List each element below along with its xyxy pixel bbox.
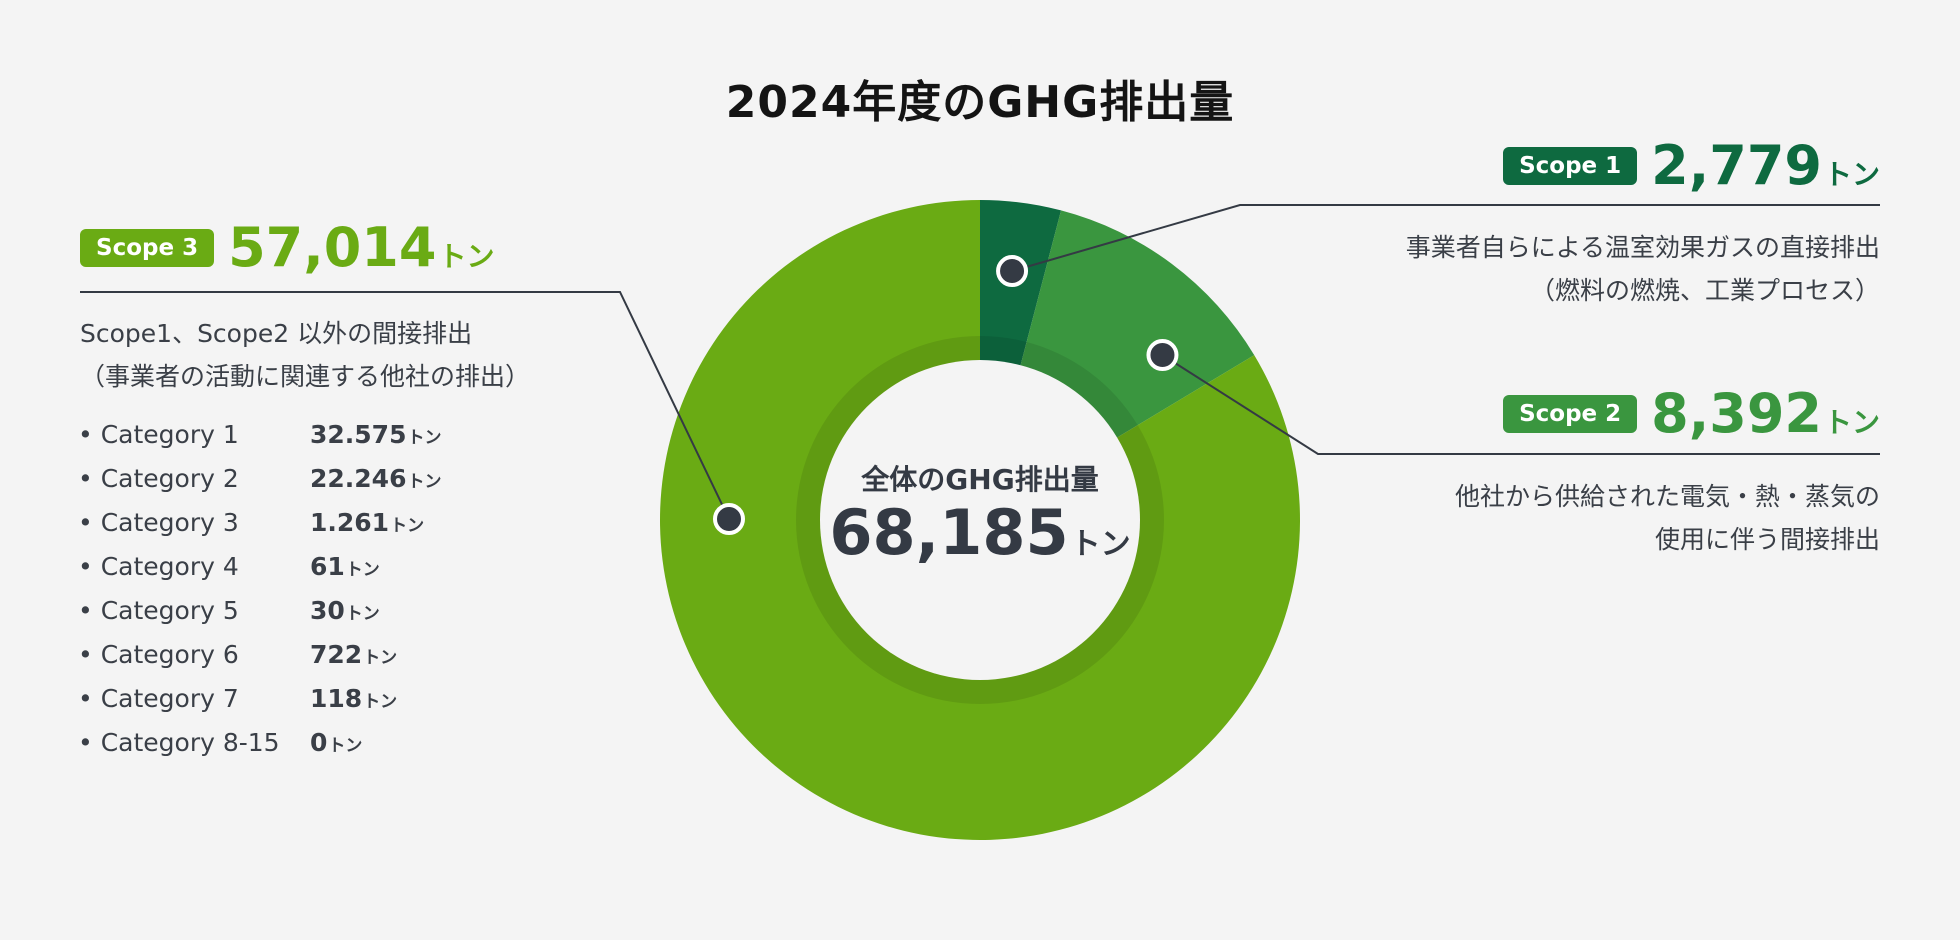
total-label: 全体のGHG排出量: [861, 463, 1099, 496]
category-unit: トン: [407, 471, 442, 492]
scope3-value: 57,014トン: [228, 216, 494, 279]
category-value: 30トン: [310, 596, 380, 625]
category-name: • Category 1: [78, 419, 239, 449]
category-number: 22.246: [310, 463, 407, 493]
donut-hole: [820, 360, 1140, 680]
category-number: 1.261: [310, 507, 390, 537]
category-unit: トン: [345, 559, 380, 580]
category-name: • Category 8-15: [78, 727, 280, 757]
category-unit: トン: [363, 691, 398, 712]
category-number: 0: [310, 727, 328, 757]
category-value: 1.261トン: [310, 508, 424, 537]
category-number: 32.575: [310, 419, 407, 449]
category-name: • Category 5: [78, 595, 239, 625]
marker-dot-scope2: [1146, 339, 1179, 372]
scope1-description: 事業者自らによる温室効果ガスの直接排出 （燃料の燃焼、工業プロセス）: [1406, 226, 1880, 312]
scope3-badge: Scope 3: [80, 228, 215, 267]
scope3-category-list: • Category 1 32.575トン • Category 2 22.246トン…: [78, 412, 441, 764]
scope2-badge: Scope 2: [1503, 394, 1638, 433]
category-unit: トン: [328, 735, 363, 756]
scope1-badge: Scope 1: [1503, 146, 1638, 185]
scope2-value: 8,392トン: [1651, 382, 1880, 445]
scope1-number: 2,779: [1651, 134, 1822, 197]
leader-line-scope2: [1161, 354, 1880, 455]
category-unit: トン: [390, 515, 425, 536]
scope2-description: 他社から供給された電気・熱・蒸気の 使用に伴う間接排出: [1455, 475, 1880, 561]
chart-title: 2024年度のGHG排出量: [725, 77, 1235, 128]
scope3-header: Scope 3 57,014トン: [80, 216, 494, 279]
scope3-unit: トン: [438, 240, 495, 273]
leader-line-scope1: [1011, 204, 1880, 273]
category-row: • Category 5 30トン: [78, 588, 441, 632]
category-number: 118: [310, 683, 363, 713]
marker-dot-scope1: [996, 255, 1029, 288]
scope1-desc-line1: 事業者自らによる温室効果ガスの直接排出: [1405, 233, 1880, 262]
category-value: 61トン: [310, 552, 380, 581]
category-value: 118トン: [310, 684, 397, 713]
scope2-desc-line2: 使用に伴う間接排出: [1654, 525, 1880, 554]
scope3-desc-line1: Scope1、Scope2 以外の間接排出: [80, 319, 473, 348]
scope3-desc-line2: （事業者の活動に関連する他社の排出）: [80, 362, 531, 391]
category-row: • Category 7 118トン: [78, 676, 441, 720]
total-unit: トン: [1070, 527, 1131, 562]
scope1-desc-line2: （燃料の燃焼、工業プロセス）: [1529, 276, 1880, 305]
category-row: • Category 4 61トン: [78, 544, 441, 588]
category-unit: トン: [363, 647, 398, 668]
category-value: 722トン: [310, 640, 397, 669]
scope3-number: 57,014: [228, 216, 437, 279]
category-row: • Category 3 1.261トン: [78, 500, 441, 544]
leader-line-scope3: [80, 291, 730, 520]
category-number: 30: [310, 595, 345, 625]
category-value: 32.575トン: [310, 420, 441, 449]
category-value: 0トン: [310, 728, 362, 757]
category-row: • Category 6 722トン: [78, 632, 441, 676]
category-name: • Category 4: [78, 551, 239, 581]
category-row: • Category 8-15 0トン: [78, 720, 441, 764]
category-name: • Category 6: [78, 639, 239, 669]
marker-dot-scope3: [713, 503, 745, 535]
category-value: 22.246トン: [310, 464, 441, 493]
scope2-header: Scope 2 8,392トン: [1503, 382, 1880, 445]
category-number: 61: [310, 551, 345, 581]
total-number: 68,185: [829, 496, 1069, 569]
scope1-unit: トン: [1823, 158, 1880, 191]
scope3-description: Scope1、Scope2 以外の間接排出 （事業者の活動に関連する他社の排出）: [80, 312, 530, 398]
scope2-unit: トン: [1823, 406, 1880, 439]
scope2-desc-line1: 他社から供給された電気・熱・蒸気の: [1454, 482, 1880, 511]
category-name: • Category 2: [78, 463, 239, 493]
category-unit: トン: [345, 603, 380, 624]
leader-lines: [80, 204, 1880, 535]
total-value: 68,185トン: [800, 496, 1160, 569]
category-name: • Category 7: [78, 683, 239, 713]
category-name: • Category 3: [78, 507, 239, 537]
scope1-header: Scope 1 2,779トン: [1503, 134, 1880, 197]
scope2-number: 8,392: [1651, 382, 1822, 445]
category-row: • Category 2 22.246トン: [78, 456, 441, 500]
category-row: • Category 1 32.575トン: [78, 412, 441, 456]
scope1-value: 2,779トン: [1651, 134, 1880, 197]
category-number: 722: [310, 639, 363, 669]
category-unit: トン: [407, 427, 442, 448]
